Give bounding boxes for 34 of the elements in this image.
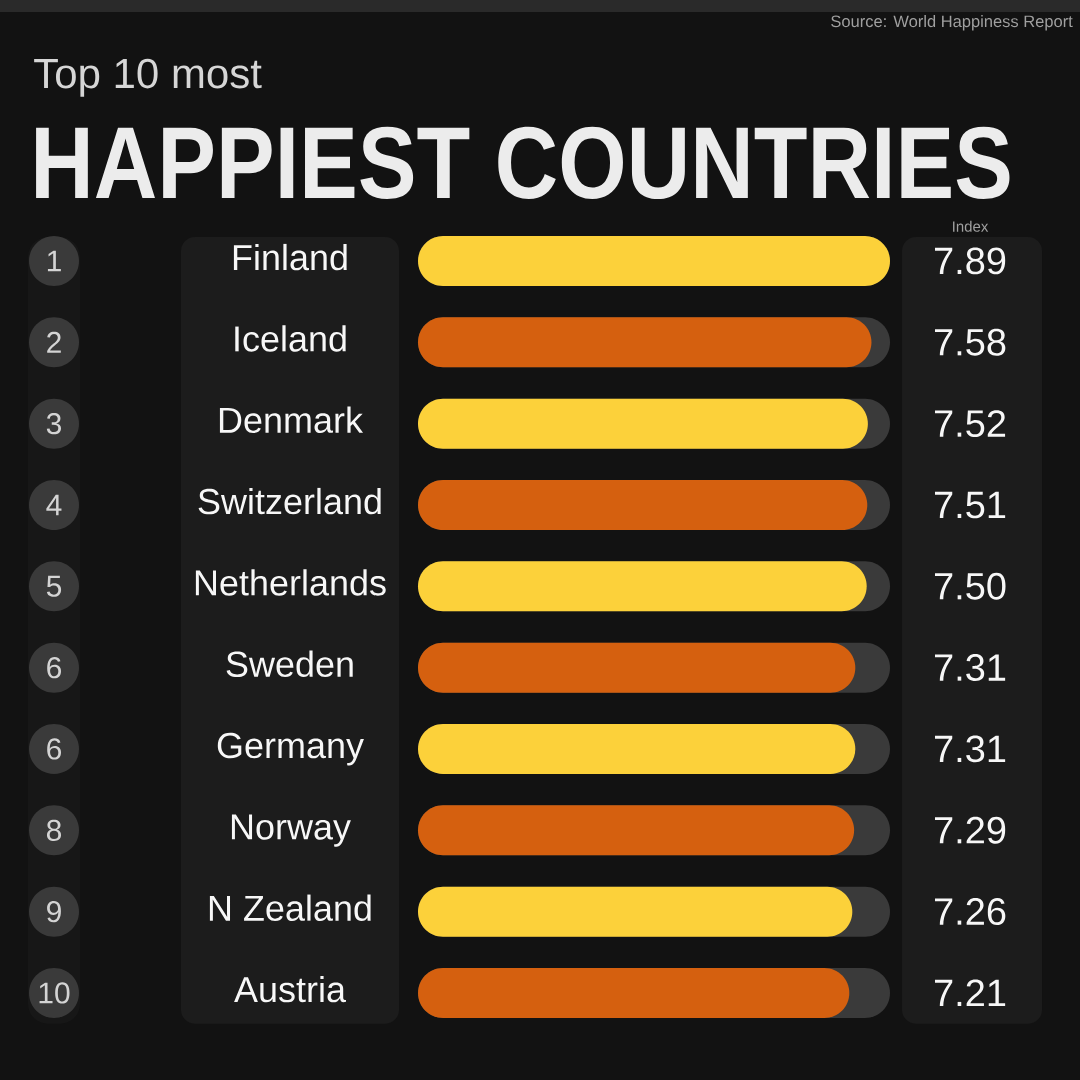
source-note: Source: World Happiness Report [831, 15, 1073, 31]
y-tick-label: Iceland [235, 325, 346, 352]
data-label: 7.21 [934, 979, 1006, 1006]
data-label: 7.51 [934, 491, 1006, 519]
y-tick-label: Switzerland [198, 487, 381, 515]
data-label: 7.89 [934, 247, 1006, 275]
data-label: 7.50 [934, 572, 1006, 600]
y-tick-label: Finland [233, 243, 347, 271]
data-label: 7.52 [934, 410, 1006, 438]
data-label: 7.31 [934, 654, 1006, 682]
text: 4 [46, 494, 62, 516]
y-tick-label: Netherlands [195, 569, 386, 596]
y-tick-label: Austria [234, 975, 347, 1003]
text: 3 [46, 413, 62, 435]
text: 10 [39, 982, 70, 1004]
chart-title: HAPPIEST COUNTRIES [36, 126, 1010, 199]
data-label: 7.26 [934, 898, 1006, 926]
text: 5 [46, 575, 62, 597]
text: 8 [46, 819, 62, 841]
x-axis-title: Index [953, 220, 989, 232]
y-tick-label: Sweden [226, 650, 353, 678]
y-tick-label: N Zealand [209, 894, 371, 922]
data-label: 7.58 [934, 328, 1006, 356]
text: 2 [47, 331, 61, 353]
y-tick-label: Denmark [219, 406, 364, 434]
text: 9 [47, 901, 61, 923]
chart-subtitle: Top 10 most [34, 58, 262, 97]
data-label: 7.31 [934, 735, 1006, 763]
y-tick-label: Germany [217, 732, 364, 766]
data-label: 7.29 [934, 816, 1006, 844]
text: 6 [47, 657, 62, 679]
text: 6 [47, 738, 62, 760]
y-tick-label: Norway [231, 814, 351, 847]
text: 1 [47, 250, 61, 272]
